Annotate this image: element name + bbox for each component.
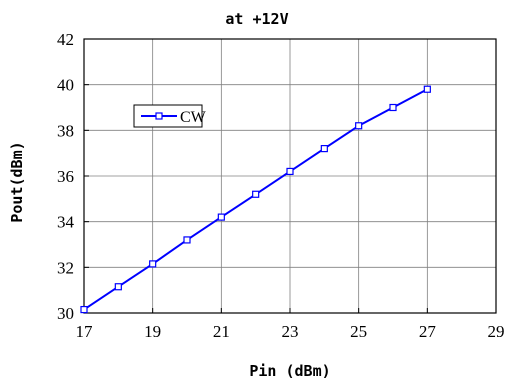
data-point <box>423 85 431 93</box>
series-layer <box>80 85 431 314</box>
data-point <box>355 122 363 130</box>
x-tick-label: 29 <box>488 322 505 341</box>
x-axis-label: Pin (dBm) <box>249 362 330 380</box>
data-point <box>252 190 260 198</box>
y-tick-label: 30 <box>57 304 74 323</box>
legend-marker <box>155 112 163 120</box>
x-tick-label: 27 <box>419 322 437 341</box>
x-tick-label: 21 <box>213 322 230 341</box>
y-tick-label: 34 <box>57 213 75 232</box>
data-point <box>389 103 397 112</box>
data-point <box>320 145 328 153</box>
tick-layer: 17 19 21 23 25 27 29 30 32 34 36 38 40 42 <box>57 30 505 341</box>
y-tick-label: 38 <box>57 121 74 140</box>
legend: CW <box>133 104 207 128</box>
data-point <box>80 305 88 314</box>
x-tick-label: 23 <box>282 322 299 341</box>
data-point <box>286 167 294 176</box>
y-tick-label: 40 <box>57 76 74 95</box>
grid-layer <box>84 39 496 313</box>
data-point <box>114 283 122 291</box>
y-tick-label: 42 <box>57 30 74 49</box>
legend-label: CW <box>180 109 207 126</box>
x-tick-label: 25 <box>350 322 367 341</box>
y-tick-label: 36 <box>57 167 74 186</box>
y-tick-label: 32 <box>57 258 74 277</box>
x-tick-label: 17 <box>76 322 94 341</box>
data-point <box>183 236 191 244</box>
y-axis-label: Pout(dBm) <box>8 141 26 222</box>
x-tick-label: 19 <box>144 322 161 341</box>
data-point <box>149 260 157 268</box>
data-point <box>217 213 225 221</box>
chart-title: at +12V <box>225 10 288 28</box>
